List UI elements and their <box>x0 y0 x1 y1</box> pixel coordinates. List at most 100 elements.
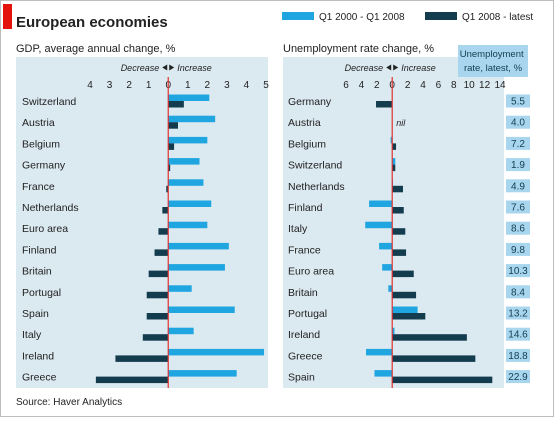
gdp-increase-arrow <box>169 64 175 71</box>
unemployment-bar-series-2 <box>392 270 414 278</box>
unemployment-bar-series-1 <box>369 200 393 207</box>
unemployment-category-label: Switzerland <box>288 160 342 172</box>
unemployment-bar-series-1 <box>382 264 393 271</box>
gdp-bar-series-2 <box>168 101 184 108</box>
latest-rate-badge <box>506 179 530 193</box>
unemployment-bar-series-2 <box>376 101 393 108</box>
gdp-bar-series-1 <box>168 327 194 335</box>
unemployment-bar-series-2 <box>392 249 407 256</box>
gdp-category-label: Spain <box>22 308 49 320</box>
latest-rate-badge <box>506 370 530 384</box>
legend-label-series-2: Q1 2008 - latest <box>462 12 533 23</box>
gdp-category-label: Austria <box>22 117 55 129</box>
gdp-bar-series-2 <box>162 207 169 214</box>
latest-rate-header: Unemployment rate, latest, % <box>460 49 527 74</box>
gdp-bar-series-2 <box>148 270 169 278</box>
gdp-category-label: Greece <box>22 372 57 384</box>
unemployment-bar-series-2 <box>392 164 396 172</box>
figure-title: European economies <box>16 14 168 31</box>
latest-rate-value: 18.8 <box>508 351 528 362</box>
gdp-plot-background <box>16 57 268 388</box>
gdp-category-label: France <box>22 181 55 193</box>
latest-rate-badge <box>506 327 530 341</box>
latest-rate-badge <box>506 221 530 235</box>
unemployment-nil-annotation: nil <box>396 118 406 128</box>
latest-rate-value: 7.6 <box>511 203 525 214</box>
unemployment-bar-series-1 <box>374 370 393 377</box>
gdp-bar-series-1 <box>168 306 235 313</box>
gdp-bar-series-1 <box>168 242 229 250</box>
unemployment-increase-label: Increase <box>401 63 436 73</box>
gdp-tick-label: 4 <box>87 80 93 91</box>
unemployment-category-label: Ireland <box>288 329 320 341</box>
unemployment-category-label: Euro area <box>288 266 334 278</box>
unemployment-bar-series-2 <box>392 185 403 193</box>
gdp-bar-series-2 <box>146 291 169 299</box>
gdp-category-label: Ireland <box>22 350 54 362</box>
legend-swatch-series-1 <box>282 12 314 20</box>
gdp-tick-label: 1 <box>185 80 191 91</box>
unemployment-chart-title: Unemployment rate change, % <box>283 43 434 55</box>
gdp-bar-series-1 <box>168 179 204 186</box>
latest-rate-badge <box>506 94 530 108</box>
unemployment-category-label: Portugal <box>288 308 327 320</box>
latest-rate-badge <box>506 200 530 214</box>
brand-flag <box>3 4 12 29</box>
latest-rate-badge <box>506 306 530 320</box>
gdp-tick-label: 2 <box>126 80 132 91</box>
unemployment-category-label: Germany <box>288 96 332 108</box>
unemployment-category-label: Spain <box>288 372 315 384</box>
unemployment-decrease-arrow <box>386 64 392 71</box>
gdp-decrease-arrow <box>162 64 168 71</box>
gdp-chart: GDP, average annual change, % 4321012345… <box>16 43 269 388</box>
gdp-tick-label: 3 <box>224 80 230 91</box>
gdp-decrease-label: Decrease <box>121 63 160 73</box>
unemployment-category-label: France <box>288 244 321 256</box>
gdp-bar-series-2 <box>166 185 169 193</box>
unemployment-tick-label: 12 <box>479 80 491 91</box>
unemployment-tick-label: 8 <box>451 80 457 91</box>
source-note: Source: Haver Analytics <box>16 397 122 408</box>
gdp-bar-series-2 <box>142 334 169 341</box>
latest-rate-badge <box>506 348 530 362</box>
latest-rate-value: 8.4 <box>511 287 525 298</box>
unemployment-category-label: Finland <box>288 202 323 214</box>
gdp-bar-series-1 <box>168 158 200 165</box>
latest-rate-value: 14.6 <box>508 330 528 341</box>
gdp-category-label: Switzerland <box>22 96 76 108</box>
gdp-bar-series-2 <box>95 376 169 384</box>
unemployment-tick-label: 4 <box>359 80 365 91</box>
latest-rate-badge <box>506 285 530 299</box>
latest-rate-value: 4.0 <box>511 118 525 129</box>
gdp-bar-series-1 <box>168 370 237 377</box>
gdp-bar-series-2 <box>115 355 169 362</box>
unemployment-bar-series-2 <box>392 143 397 150</box>
latest-rate-badge <box>506 158 530 172</box>
gdp-category-label: Finland <box>22 244 57 256</box>
gdp-tick-label: 1 <box>146 80 152 91</box>
unemployment-bar-series-2 <box>392 334 467 341</box>
latest-rate-value: 22.9 <box>508 372 528 383</box>
unemployment-bar-series-1 <box>366 348 393 356</box>
latest-rate-value: 5.5 <box>511 97 525 108</box>
latest-rate-value: 8.6 <box>511 224 525 235</box>
latest-rate-header-box <box>458 45 528 77</box>
unemployment-bar-series-1 <box>365 221 393 229</box>
gdp-category-label: Portugal <box>22 287 61 299</box>
unemployment-category-label: Austria <box>288 117 321 129</box>
unemployment-bar-series-2 <box>392 207 404 214</box>
unemployment-bar-series-1 <box>388 285 393 292</box>
latest-rate-value: 13.2 <box>508 309 528 320</box>
gdp-tick-label: 2 <box>205 80 211 91</box>
unemployment-tick-label: 6 <box>436 80 442 91</box>
unemployment-tick-label: 2 <box>374 80 380 91</box>
unemployment-bar-series-2 <box>392 355 476 362</box>
legend-swatch-series-2 <box>425 12 457 20</box>
unemployment-tick-label: 4 <box>420 80 426 91</box>
gdp-bar-series-1 <box>168 348 265 356</box>
gdp-category-label: Euro area <box>22 223 68 235</box>
gdp-tick-label: 4 <box>244 80 250 91</box>
gdp-bar-series-1 <box>168 264 225 271</box>
